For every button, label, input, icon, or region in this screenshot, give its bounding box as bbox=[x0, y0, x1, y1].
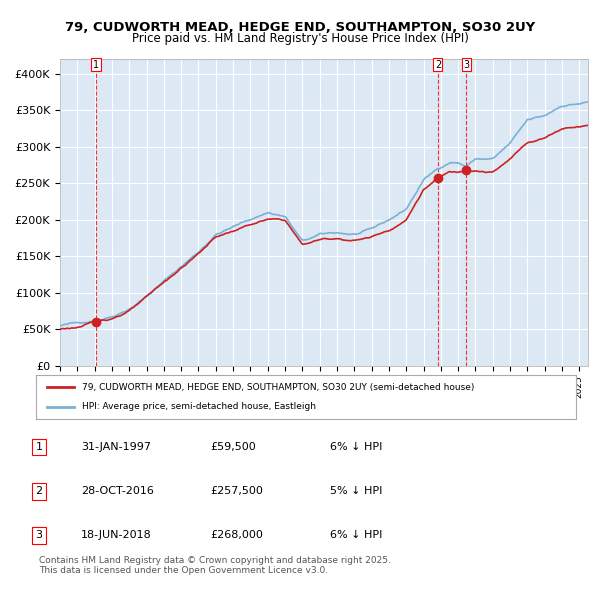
Text: 2: 2 bbox=[35, 486, 43, 496]
Text: £268,000: £268,000 bbox=[210, 530, 263, 540]
Text: HPI: Average price, semi-detached house, Eastleigh: HPI: Average price, semi-detached house,… bbox=[82, 402, 316, 411]
Text: 79, CUDWORTH MEAD, HEDGE END, SOUTHAMPTON, SO30 2UY (semi-detached house): 79, CUDWORTH MEAD, HEDGE END, SOUTHAMPTO… bbox=[82, 382, 474, 392]
Text: 6% ↓ HPI: 6% ↓ HPI bbox=[330, 442, 382, 452]
Text: £257,500: £257,500 bbox=[210, 486, 263, 496]
Text: 1: 1 bbox=[93, 60, 99, 70]
Text: Contains HM Land Registry data © Crown copyright and database right 2025.
This d: Contains HM Land Registry data © Crown c… bbox=[39, 556, 391, 575]
Text: 18-JUN-2018: 18-JUN-2018 bbox=[81, 530, 152, 540]
Text: 3: 3 bbox=[463, 60, 469, 70]
Text: 2: 2 bbox=[435, 60, 441, 70]
Text: £59,500: £59,500 bbox=[210, 442, 256, 452]
Text: 28-OCT-2016: 28-OCT-2016 bbox=[81, 486, 154, 496]
Text: 1: 1 bbox=[35, 442, 43, 452]
Text: 79, CUDWORTH MEAD, HEDGE END, SOUTHAMPTON, SO30 2UY: 79, CUDWORTH MEAD, HEDGE END, SOUTHAMPTO… bbox=[65, 21, 535, 34]
Text: Price paid vs. HM Land Registry's House Price Index (HPI): Price paid vs. HM Land Registry's House … bbox=[131, 32, 469, 45]
Text: 6% ↓ HPI: 6% ↓ HPI bbox=[330, 530, 382, 540]
Text: 3: 3 bbox=[35, 530, 43, 540]
Text: 5% ↓ HPI: 5% ↓ HPI bbox=[330, 486, 382, 496]
Text: 31-JAN-1997: 31-JAN-1997 bbox=[81, 442, 151, 452]
